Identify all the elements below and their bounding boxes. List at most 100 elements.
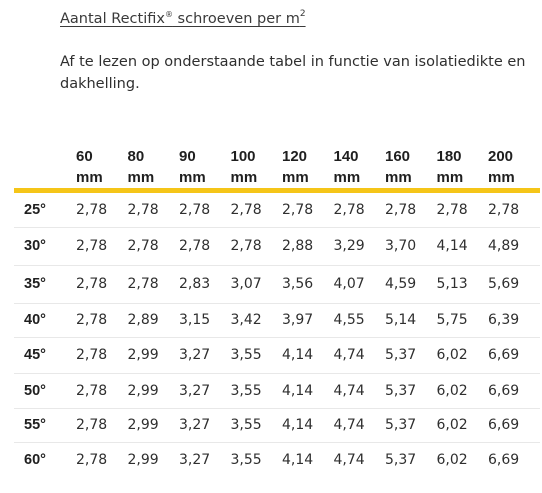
table-cell: 2,78 [282, 201, 314, 218]
table-cell: 2,99 [127, 452, 159, 469]
table-cell: 2,99 [127, 347, 159, 363]
title-suffix: schroeven per m [172, 11, 300, 27]
table-cell: 4,14 [436, 238, 468, 254]
screws-table: 60 mm 80 mm 90 mm 100 mm 120 mm 140 mm 160 mm 1… [14, 142, 540, 478]
slope-label: 30° [24, 238, 46, 254]
column-header: 160 mm [385, 148, 412, 186]
table-row: 35° 2,78 2,78 2,83 3,07 3,56 4,07 4,59 5,13 5,69 [14, 265, 540, 303]
table-cell: 2,78 [76, 201, 108, 218]
registered-mark: ® [164, 10, 173, 20]
table-cell: 4,74 [333, 347, 365, 363]
table-cell: 4,14 [282, 452, 314, 469]
table-row: 60° 2,78 2,99 3,27 3,55 4,14 4,74 5,37 6,02 6,69 [14, 442, 540, 478]
table-row: 40° 2,78 2,89 3,15 3,42 3,97 4,55 5,14 5,75 6,39 [14, 303, 540, 337]
table-cell: 3,55 [230, 452, 262, 469]
table-cell: 3,27 [179, 347, 211, 363]
slope-label: 60° [24, 452, 46, 469]
table-cell: 2,89 [127, 312, 159, 328]
table-cell: 2,78 [76, 276, 108, 292]
table-cell: 5,37 [385, 382, 417, 399]
table-cell: 3,70 [385, 238, 417, 254]
table-cell: 2,78 [230, 238, 262, 254]
table-cell: 4,14 [282, 417, 314, 433]
table-cell: 2,78 [333, 201, 365, 218]
slope-label: 40° [24, 312, 46, 328]
table-cell: 5,37 [385, 347, 417, 363]
table-cell: 4,14 [282, 382, 314, 399]
table-cell: 2,78 [76, 382, 108, 399]
table-cell: 2,78 [127, 201, 159, 218]
table-cell: 2,78 [385, 201, 417, 218]
table-cell: 2,78 [76, 238, 108, 254]
table-cell: 2,78 [230, 201, 262, 218]
table-cell: 5,14 [385, 312, 417, 328]
table-cell: 3,55 [230, 417, 262, 433]
table-cell: 5,69 [488, 276, 520, 292]
table-cell: 6,02 [436, 382, 468, 399]
column-header: 120 mm [282, 148, 309, 186]
header-accent-bar [14, 188, 540, 193]
table-cell: 2,78 [76, 452, 108, 469]
table-row: 55° 2,78 2,99 3,27 3,55 4,14 4,74 5,37 6,02 6,69 [14, 408, 540, 442]
table-cell: 2,88 [282, 238, 314, 254]
table-cell: 2,78 [76, 417, 108, 433]
table-cell: 5,37 [385, 452, 417, 469]
table-cell: 2,78 [179, 201, 211, 218]
slope-label: 35° [24, 276, 46, 292]
table-cell: 6,39 [488, 312, 520, 328]
table-cell: 4,89 [488, 238, 520, 254]
column-header: 60 mm [76, 148, 103, 186]
table-cell: 2,78 [436, 201, 468, 218]
table-cell: 4,07 [333, 276, 365, 292]
column-header: 100 mm [230, 148, 258, 186]
table-header-row: 60 mm 80 mm 90 mm 100 mm 120 mm 140 mm 160 mm 1… [14, 142, 540, 188]
table-cell: 4,74 [333, 382, 365, 399]
table-cell: 6,69 [488, 452, 520, 469]
table-cell: 2,99 [127, 417, 159, 433]
table-cell: 5,37 [385, 417, 417, 433]
table-cell: 3,29 [333, 238, 365, 254]
table-cell: 2,78 [76, 312, 108, 328]
table-row: 45° 2,78 2,99 3,27 3,55 4,14 4,74 5,37 6,02 6,69 [14, 337, 540, 373]
table-cell: 3,56 [282, 276, 314, 292]
table-cell: 6,02 [436, 347, 468, 363]
table-row: 50° 2,78 2,99 3,27 3,55 4,14 4,74 5,37 6,02 6,69 [14, 373, 540, 408]
table-cell: 3,27 [179, 417, 211, 433]
slope-label: 25° [24, 201, 46, 218]
table-cell: 6,69 [488, 417, 520, 433]
table-row: 30° 2,78 2,78 2,78 2,78 2,88 3,29 3,70 4,14 4,89 [14, 227, 540, 265]
table-cell: 2,78 [179, 238, 211, 254]
table-cell: 4,55 [333, 312, 365, 328]
column-header: 180 mm [436, 148, 464, 186]
table-cell: 3,42 [230, 312, 262, 328]
table-cell: 3,55 [230, 347, 262, 363]
slope-label: 55° [24, 417, 46, 433]
table-cell: 2,83 [179, 276, 211, 292]
table-cell: 3,27 [179, 382, 211, 399]
table-cell: 2,99 [127, 382, 159, 399]
slope-label: 45° [24, 347, 46, 363]
table-cell: 2,78 [127, 238, 159, 254]
table-cell: 4,74 [333, 452, 365, 469]
table-cell: 3,55 [230, 382, 262, 399]
table-cell: 2,78 [488, 201, 520, 218]
table-cell: 3,27 [179, 452, 211, 469]
table-cell: 6,69 [488, 382, 520, 399]
table-cell: 4,14 [282, 347, 314, 363]
table-cell: 6,02 [436, 452, 468, 469]
table-cell: 3,97 [282, 312, 314, 328]
table-cell: 6,02 [436, 417, 468, 433]
column-header: 140 mm [333, 148, 361, 186]
table-cell: 2,78 [76, 347, 108, 363]
header-corner [14, 142, 76, 188]
table-cell: 6,69 [488, 347, 520, 363]
column-header: 80 mm [127, 148, 155, 186]
table-cell: 5,13 [436, 276, 468, 292]
page-title: Aantal Rectifix® schroeven per m2 [60, 9, 306, 27]
title-superscript: 2 [299, 9, 306, 20]
table-cell: 3,07 [230, 276, 262, 292]
table-row: 25° 2,78 2,78 2,78 2,78 2,78 2,78 2,78 2,78 2,78 [14, 193, 540, 227]
intro-text: Af te lezen op onderstaande tabel in fun… [60, 54, 526, 92]
table-cell: 4,74 [333, 417, 365, 433]
slope-label: 50° [24, 382, 46, 399]
